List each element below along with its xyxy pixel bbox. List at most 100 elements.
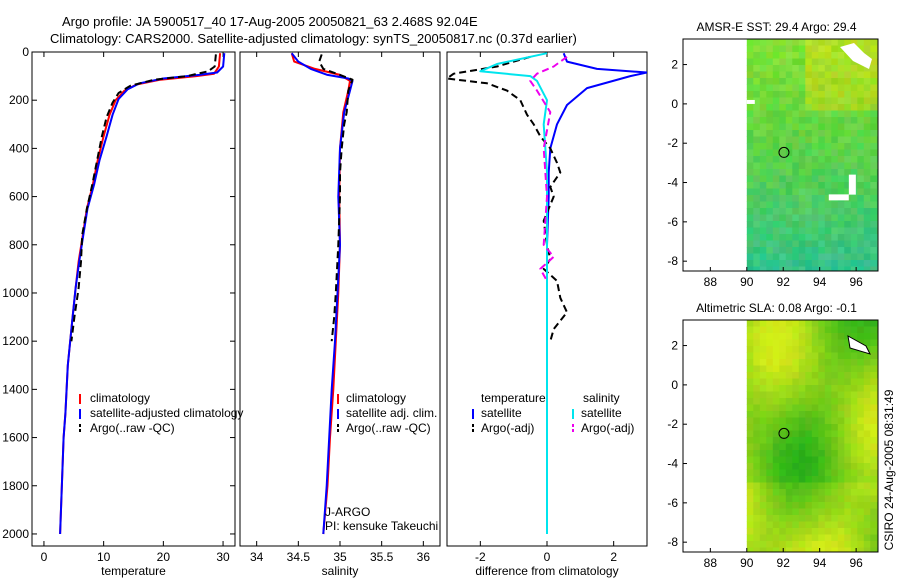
- map-cell: [876, 234, 878, 241]
- map-cell: [863, 195, 871, 202]
- map-cell: [837, 378, 845, 386]
- map-cell: [876, 547, 878, 552]
- x-tick-label: 0: [544, 550, 551, 564]
- map-cell: [746, 201, 754, 209]
- map-cell: [831, 463, 839, 470]
- map-cell: [746, 489, 754, 496]
- map-cell: [850, 404, 858, 412]
- map-cell: [779, 515, 787, 522]
- map-cell: [818, 214, 826, 222]
- map-cell: [753, 391, 761, 399]
- map-cell: [863, 495, 871, 503]
- map-cell: [766, 378, 774, 386]
- map-cell: [805, 391, 813, 399]
- map-cell: [837, 169, 845, 176]
- map-cell: [824, 320, 832, 327]
- x-tick-label: 92: [777, 275, 791, 289]
- map-cell: [857, 333, 865, 340]
- map-cell: [831, 443, 839, 451]
- map-cell: [876, 156, 878, 163]
- map-cell: [766, 221, 774, 228]
- map-cell: [844, 411, 852, 418]
- map-cell: [772, 489, 780, 496]
- map-cell: [753, 489, 761, 496]
- map-cell: [792, 476, 800, 483]
- map-cell: [811, 528, 819, 535]
- map-cell: [831, 508, 839, 516]
- map-cell: [759, 234, 767, 241]
- map-cell: [772, 123, 780, 131]
- map-cell: [844, 456, 852, 464]
- map-cell: [876, 372, 878, 379]
- map-cell: [811, 162, 819, 170]
- map-cell: [792, 149, 800, 157]
- map-cell: [824, 45, 832, 53]
- map-cell: [766, 398, 774, 405]
- map-cell: [792, 515, 800, 522]
- map-cell: [818, 541, 826, 548]
- map-cell: [837, 221, 845, 228]
- map-cell: [798, 352, 806, 360]
- map-cell: [876, 456, 878, 464]
- map-cell: [805, 333, 813, 340]
- map-cell: [824, 437, 832, 444]
- map-cell: [779, 495, 787, 503]
- map-cell: [772, 469, 780, 477]
- map-cell: [857, 201, 865, 209]
- map-cell: [811, 240, 819, 248]
- map-cell: [818, 136, 826, 144]
- map-cell: [792, 208, 800, 215]
- map-cell: [818, 443, 826, 451]
- map-cell: [870, 508, 878, 516]
- map-cell: [746, 450, 754, 457]
- map-cell: [857, 221, 865, 228]
- map-cell: [811, 266, 819, 271]
- map-cell: [746, 378, 754, 386]
- map-cell: [818, 104, 826, 111]
- map-cell: [753, 58, 761, 66]
- map-cell: [753, 45, 761, 53]
- map-cell: [818, 333, 826, 340]
- map-cell: [792, 326, 800, 334]
- map-cell: [772, 450, 780, 457]
- map-cell: [831, 136, 839, 144]
- map-cell: [811, 476, 819, 483]
- map-cell: [831, 515, 839, 522]
- map-cell: [811, 78, 819, 85]
- map-cell: [805, 424, 813, 431]
- map-cell: [818, 39, 826, 46]
- map-cell: [844, 398, 852, 405]
- map-cell: [857, 71, 865, 79]
- map-cell: [798, 547, 806, 552]
- map-cell: [785, 123, 793, 131]
- map-cell: [798, 495, 806, 503]
- map-cell: [850, 221, 858, 228]
- map-cell: [805, 156, 813, 163]
- map-cell: [785, 52, 793, 59]
- map-cell: [837, 71, 845, 79]
- map-cell: [837, 110, 845, 118]
- map-cell: [850, 326, 858, 334]
- map-cell: [870, 534, 878, 542]
- map-cell: [779, 333, 787, 340]
- x-tick-label: 88: [704, 275, 718, 289]
- legend-label: Argo(..raw -QC): [90, 421, 175, 435]
- map-cell: [792, 398, 800, 405]
- map-cell: [831, 234, 839, 241]
- map-cell: [805, 266, 813, 271]
- map-cell: [785, 443, 793, 451]
- map-cell: [805, 260, 813, 267]
- map-cell: [772, 234, 780, 241]
- map-cell: [766, 169, 774, 176]
- map-cell: [824, 365, 832, 373]
- map-cell: [850, 502, 858, 509]
- map-cell: [837, 143, 845, 150]
- map-cell: [870, 489, 878, 496]
- map-cell: [818, 508, 826, 516]
- map-cell: [818, 195, 826, 202]
- series-salinity-argo-adj-: [529, 55, 568, 282]
- legend-label: satellite: [481, 406, 522, 420]
- map-cell: [824, 469, 832, 477]
- map-cell: [805, 489, 813, 496]
- map-cell: [779, 489, 787, 496]
